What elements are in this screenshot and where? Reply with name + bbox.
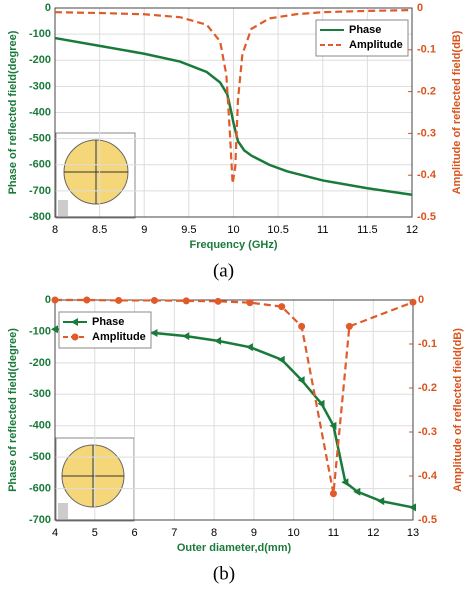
marker — [341, 478, 349, 487]
marker — [182, 332, 190, 341]
x-tick-label: 8 — [52, 224, 58, 236]
x-tick-label: 9 — [141, 224, 147, 236]
marker — [182, 297, 190, 305]
marker — [278, 303, 286, 311]
y-tick-label: 0 — [45, 294, 51, 306]
legend-label: Phase — [349, 24, 381, 36]
legend-label: Amplitude — [349, 39, 403, 51]
marker — [71, 318, 78, 326]
y2-tick-label: -0.3 — [418, 426, 437, 438]
y2-tick-label: -0.4 — [417, 169, 437, 181]
marker — [377, 497, 385, 506]
marker — [246, 299, 254, 307]
y-tick-label: -800 — [29, 211, 51, 223]
x-tick-label: 11.5 — [357, 224, 378, 236]
y-tick-label: -100 — [29, 28, 51, 40]
x-tick-label: 4 — [52, 527, 58, 539]
x-tick-label: 7 — [171, 527, 177, 539]
y2-tick-label: -0.4 — [418, 470, 438, 482]
y-tick-label: -700 — [29, 185, 51, 197]
series-line — [54, 36, 413, 197]
marker — [298, 322, 306, 330]
y-tick-label: -700 — [29, 514, 51, 526]
x-tick-label: 11 — [317, 224, 328, 236]
plot-frame — [54, 7, 413, 218]
y-tick-label: -500 — [29, 451, 51, 463]
marker — [51, 325, 58, 334]
y-tick-label: -600 — [29, 159, 51, 171]
y-tick-label: -500 — [29, 133, 51, 145]
y-tick-label: -400 — [29, 420, 51, 432]
series-line — [54, 8, 413, 184]
y2-tick-label: -0.1 — [417, 44, 436, 56]
y-tick-label: -100 — [29, 325, 51, 337]
marker — [317, 399, 325, 408]
x-tick-label: 12 — [367, 527, 379, 539]
x-axis-label: Frequency (GHz) — [189, 239, 277, 251]
y2-tick-label: 0 — [417, 2, 423, 14]
x-tick-label: 13 — [407, 527, 419, 539]
y-tick-label: -600 — [29, 482, 51, 494]
y2-tick-label: -0.2 — [418, 382, 437, 394]
marker — [409, 298, 417, 306]
marker — [214, 297, 222, 305]
x-tick-label: 10 — [288, 527, 300, 539]
y2-axis-label: Amplitude of reflected field(dB) — [452, 328, 464, 492]
y2-tick-label: -0.5 — [417, 211, 436, 223]
x-tick-label: 6 — [131, 527, 137, 539]
y2-tick-label: -0.5 — [418, 514, 437, 526]
y-tick-label: -200 — [29, 357, 51, 369]
x-tick-label: 10 — [227, 224, 239, 236]
x-axis-label: Outer diameter,d(mm) — [177, 542, 292, 554]
marker — [353, 487, 361, 496]
x-tick-label: 9.5 — [181, 224, 196, 236]
marker — [345, 322, 353, 330]
caption: (b) — [213, 563, 235, 584]
x-tick-label: 8 — [211, 527, 217, 539]
marker — [409, 503, 416, 512]
marker — [51, 296, 59, 304]
y-tick-label: -400 — [29, 106, 51, 118]
series-line — [55, 298, 414, 494]
marker — [277, 355, 285, 364]
y2-tick-label: -0.1 — [418, 338, 437, 350]
y2-tick-label: -0.3 — [417, 127, 436, 139]
marker — [115, 296, 123, 304]
caption: (a) — [213, 260, 234, 281]
marker — [83, 296, 91, 304]
y-tick-label: -300 — [29, 80, 51, 92]
marker — [245, 343, 253, 352]
legend-label: Phase — [92, 316, 124, 328]
x-tick-label: 12 — [406, 224, 418, 236]
y2-tick-label: 0 — [418, 294, 424, 306]
y2-axis-label: Amplitude of reflected field(dB) — [451, 30, 463, 194]
marker — [329, 490, 337, 498]
y-axis-label: Phase of reflected field(degree) — [7, 30, 19, 194]
x-tick-label: 11 — [328, 527, 339, 539]
marker — [150, 329, 158, 337]
marker — [71, 333, 79, 341]
marker — [214, 336, 222, 345]
x-tick-label: 8.5 — [92, 224, 107, 236]
x-tick-label: 9 — [251, 527, 257, 539]
legend-box — [315, 19, 409, 57]
marker — [150, 296, 158, 304]
inset-a — [55, 132, 136, 219]
y-tick-label: -200 — [29, 54, 51, 66]
y-axis-label: Phase of reflected field(degree) — [7, 328, 19, 492]
legend-box — [58, 311, 152, 349]
plot-frame — [54, 299, 414, 521]
x-tick-label: 5 — [92, 527, 98, 539]
legend-label: Amplitude — [92, 331, 146, 343]
marker — [297, 376, 305, 385]
y-tick-label: 0 — [45, 2, 51, 14]
y-tick-label: -300 — [29, 388, 51, 400]
marker — [329, 421, 337, 430]
x-tick-label: 10.5 — [267, 224, 288, 236]
y2-tick-label: -0.2 — [417, 86, 436, 98]
